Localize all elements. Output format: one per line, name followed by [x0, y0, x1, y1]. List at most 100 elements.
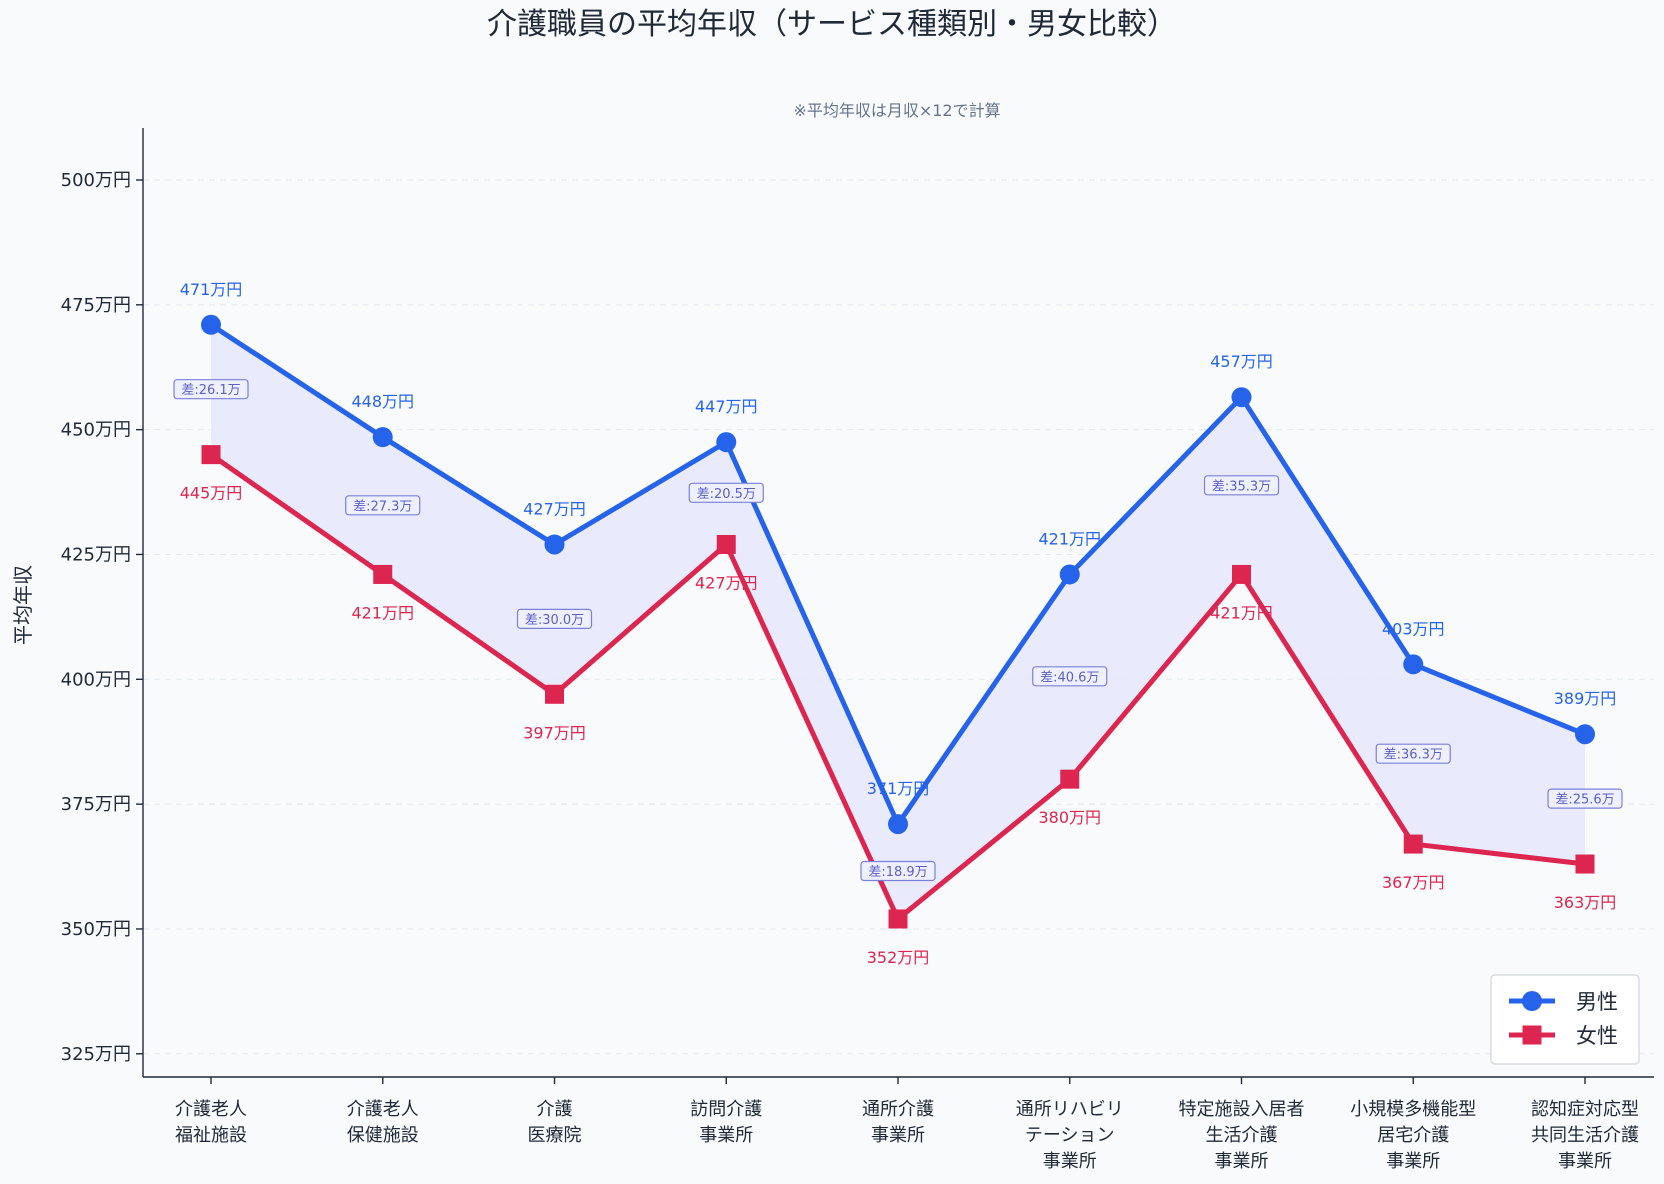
x-tick-label-line: 医療院	[528, 1125, 582, 1146]
axis-layer: 介護老人福祉施設介護老人保健施設介護医療院訪問介護事業所通所介護事業所通所リハビ…	[142, 128, 1654, 1172]
marker-layer	[201, 314, 1595, 929]
female-point	[1232, 564, 1251, 584]
difference-label: 差:36.3万	[1375, 743, 1451, 764]
x-tick-label-line: 事業所	[699, 1125, 753, 1146]
difference-label-box	[860, 860, 936, 882]
legend-box	[1490, 974, 1640, 1065]
male-point	[1575, 724, 1595, 745]
difference-fill-layer	[211, 324, 1585, 919]
data-label-layer: 471万円 448万円 427万円 447万円 371万円 421万円 457万円 403万円…	[180, 280, 1617, 967]
difference-label-box	[173, 379, 249, 400]
female-point	[373, 564, 393, 584]
male-value-label: 447万円	[695, 397, 758, 416]
difference-label: 差:27.3万	[345, 495, 421, 516]
male-value-label: 421万円	[1038, 529, 1101, 548]
difference-label-text: 差:27.3万	[353, 499, 412, 514]
female-point	[201, 445, 221, 465]
x-tick-label-line: 生活介護	[1206, 1125, 1278, 1146]
difference-label-box	[516, 608, 593, 629]
difference-label: 差:26.1万	[173, 379, 249, 400]
y-tick-label: 325万円	[61, 1044, 131, 1065]
grid-layer: 325万円 350万円 375万円 400万円 425万円 450万円 475万円 500万円	[61, 170, 1654, 1065]
x-tick-label-line: 通所リハビリ	[1016, 1099, 1124, 1120]
y-tick-label: 500万円	[61, 170, 131, 191]
difference-label: 差:20.5万	[688, 482, 764, 503]
female-point	[1403, 834, 1423, 854]
x-tick-label: 小規模多機能型居宅介護事業所	[1350, 1099, 1476, 1172]
x-tick-label-line: 介護老人	[347, 1099, 419, 1120]
difference-label: 差:18.9万	[860, 860, 936, 882]
x-tick-label-line: 共同生活介護	[1531, 1125, 1639, 1146]
y-tick-label: 425万円	[61, 544, 131, 565]
y-tick-label: 375万円	[61, 794, 131, 815]
female-value-label: 421万円	[351, 603, 414, 622]
difference-label: 差:25.6万	[1547, 788, 1623, 809]
x-tick-label: 介護医療院	[528, 1099, 582, 1146]
female-value-label: 352万円	[867, 948, 930, 967]
x-tick-label: 認知症対応型共同生活介護事業所	[1531, 1099, 1639, 1172]
chart-title: 介護職員の平均年収（サービス種類別・男女比較）	[487, 7, 1177, 42]
male-value-label: 403万円	[1382, 619, 1445, 638]
x-tick-label: 特定施設入居者生活介護事業所	[1179, 1099, 1305, 1172]
y-tick-label: 475万円	[61, 295, 131, 316]
x-tick-label: 通所介護事業所	[862, 1099, 934, 1146]
chart-subtitle: ※平均年収は月収×12で計算	[793, 101, 1000, 120]
difference-label-box	[1547, 788, 1623, 809]
male-point	[1231, 387, 1252, 408]
male-value-label: 448万円	[351, 392, 414, 411]
x-tick-label-line: テーション	[1025, 1125, 1115, 1146]
male-value-label: 371万円	[867, 779, 930, 798]
difference-label-box	[1203, 475, 1280, 496]
difference-label-text: 差:30.0万	[525, 613, 584, 628]
female-point	[1060, 769, 1080, 789]
female-point	[888, 909, 908, 929]
difference-label-text: 差:25.6万	[1555, 793, 1614, 808]
difference-label-text: 差:35.3万	[1212, 479, 1271, 494]
male-point	[1403, 654, 1424, 675]
difference-label-text: 差:26.1万	[181, 383, 240, 398]
female-value-label: 445万円	[180, 484, 243, 503]
difference-label-text: 差:18.9万	[868, 865, 927, 880]
legend-label-male: 男性	[1576, 990, 1618, 1014]
x-tick-label-line: 小規模多機能型	[1350, 1099, 1476, 1120]
x-tick-label-line: 認知症対応型	[1531, 1099, 1639, 1120]
y-tick-label: 350万円	[61, 919, 131, 940]
y-tick-label: 450万円	[61, 420, 131, 441]
x-tick-label-line: 訪問介護	[690, 1099, 762, 1120]
x-tick-label-line: 通所介護	[862, 1099, 934, 1120]
x-tick-label: 介護老人保健施設	[347, 1099, 419, 1146]
legend-marker-circle	[1522, 991, 1542, 1011]
female-point	[716, 534, 736, 554]
x-tick-label: 通所リハビリテーション事業所	[1016, 1099, 1124, 1172]
male-point	[201, 314, 221, 335]
female-point	[1575, 854, 1595, 874]
female-value-label: 397万円	[523, 723, 586, 742]
difference-label-box	[688, 482, 764, 503]
difference-label-layer: 差:26.1万差:27.3万差:30.0万 差:20.5万差:18.9万 差:40.…	[173, 379, 1623, 882]
difference-label: 差:40.6万	[1032, 666, 1108, 687]
x-tick-label-line: 保健施設	[347, 1125, 419, 1146]
x-tick-label-line: 介護	[537, 1099, 573, 1120]
male-value-label: 457万円	[1210, 352, 1273, 371]
x-tick-label-line: 事業所	[1043, 1151, 1097, 1172]
difference-label-text: 差:20.5万	[697, 487, 756, 502]
female-value-label: 427万円	[695, 573, 758, 592]
x-tick-label-line: 事業所	[1215, 1151, 1269, 1172]
female-value-label: 363万円	[1554, 893, 1617, 912]
male-point	[544, 534, 565, 555]
difference-area	[211, 324, 1585, 919]
x-tick-label-line: 事業所	[1386, 1151, 1440, 1172]
male-point	[888, 814, 908, 835]
x-tick-label-line: 事業所	[1558, 1151, 1612, 1172]
female-point	[545, 684, 564, 704]
y-axis-label: 平均年収	[11, 565, 35, 645]
male-value-label: 471万円	[180, 280, 243, 299]
difference-label-box	[1375, 743, 1451, 764]
difference-label-text: 差:36.3万	[1384, 748, 1443, 763]
x-tick-label-line: 福祉施設	[175, 1125, 247, 1146]
difference-label-text: 差:40.6万	[1040, 670, 1099, 685]
male-point	[372, 427, 393, 448]
